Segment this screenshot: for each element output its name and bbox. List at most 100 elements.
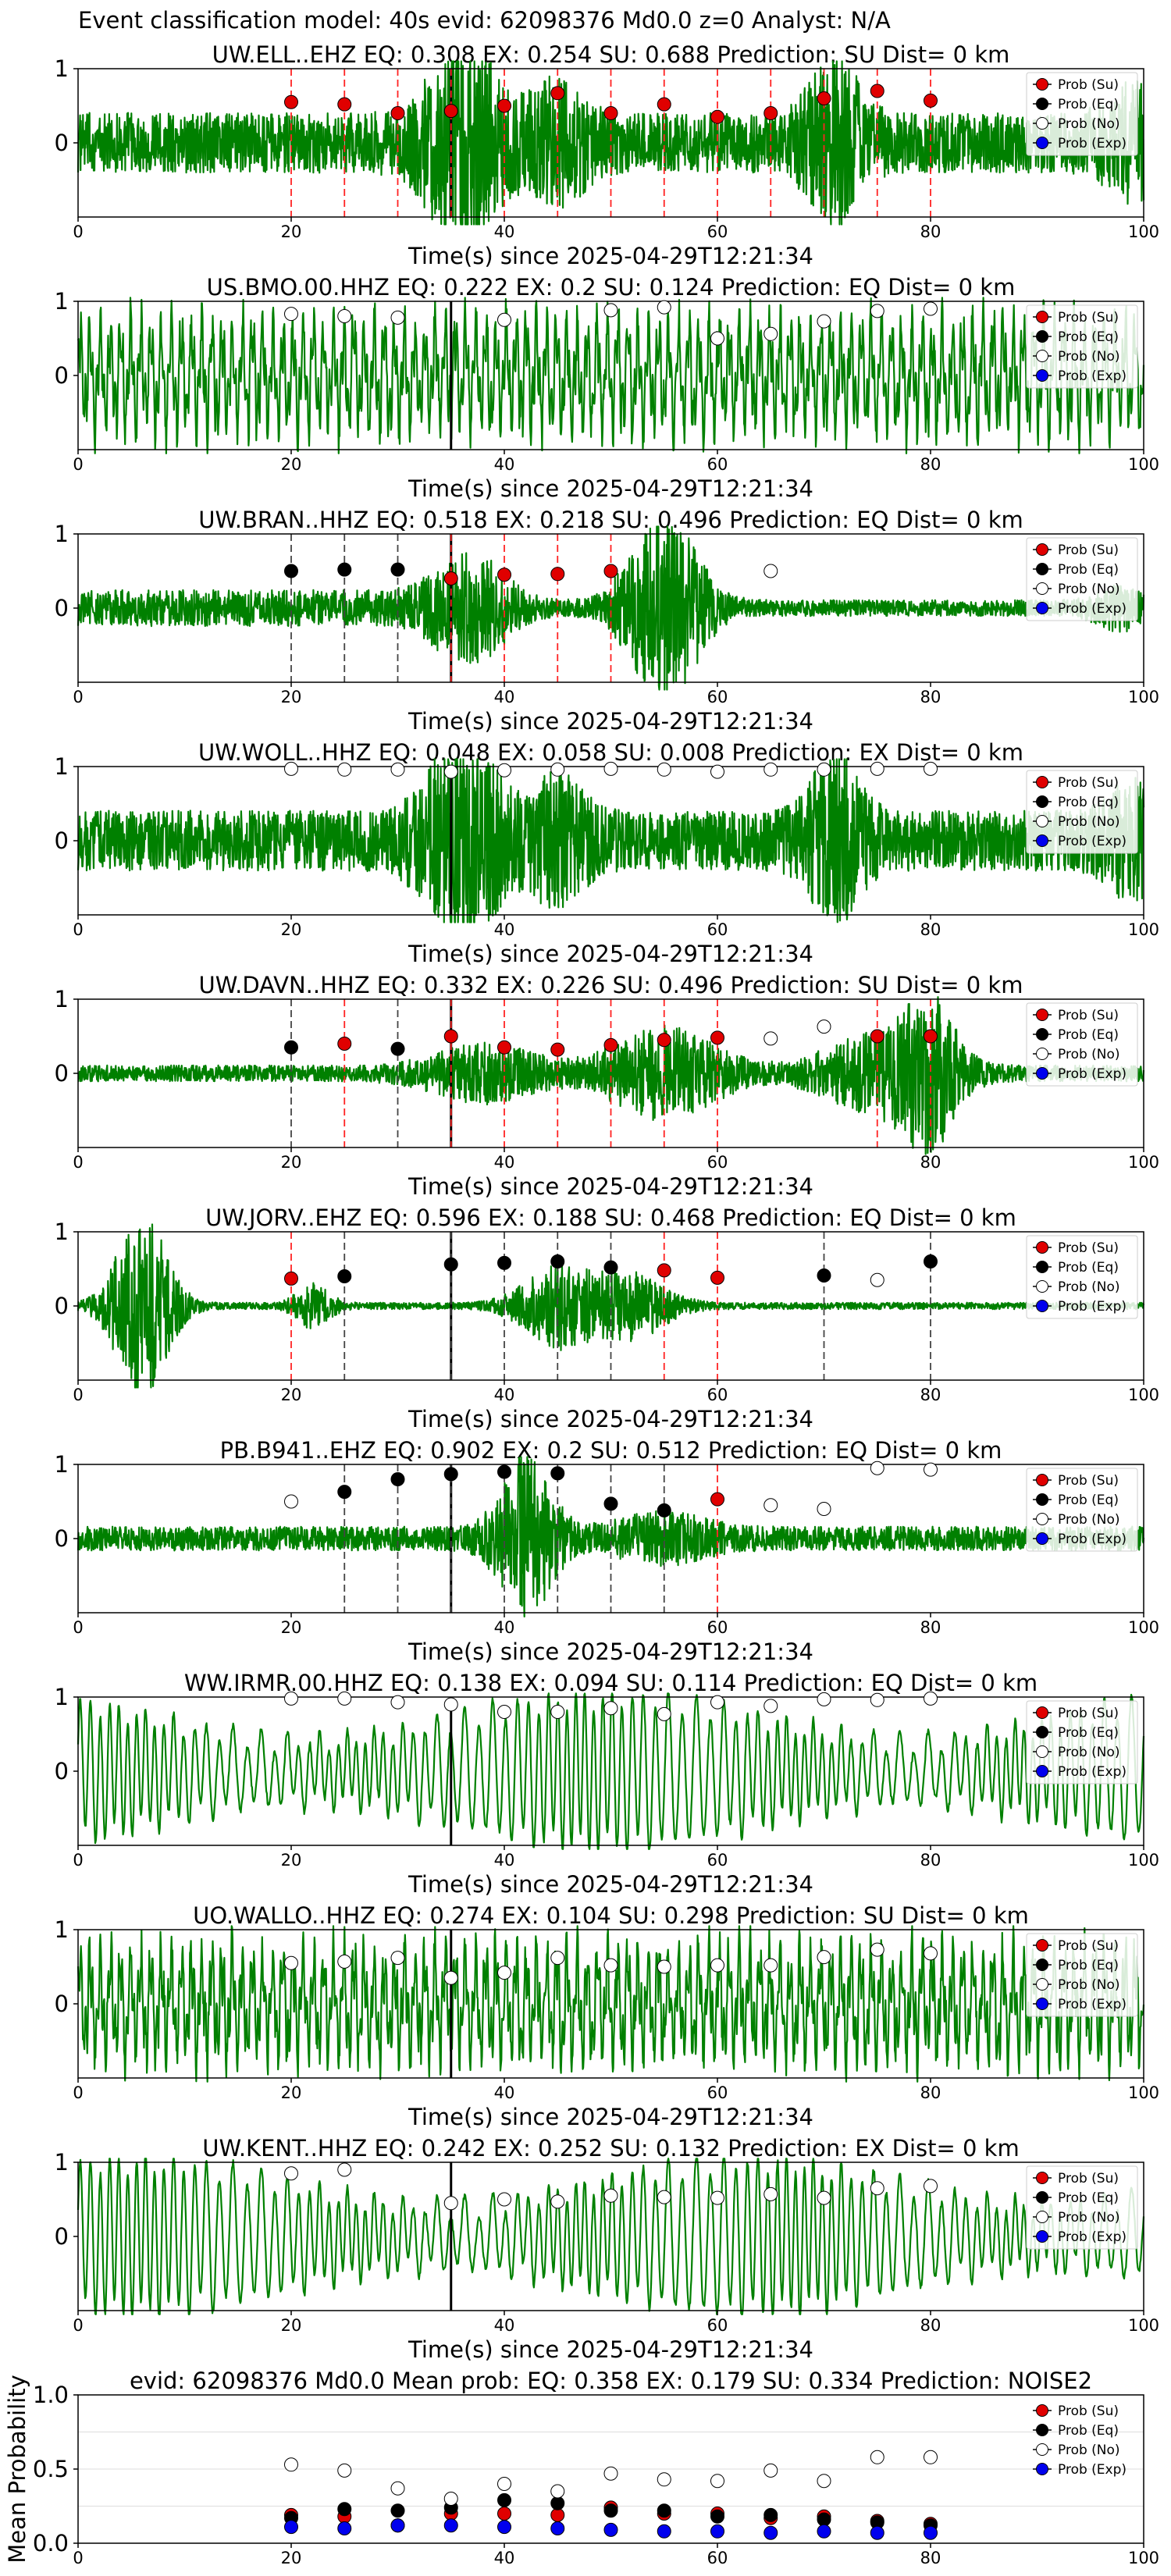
legend-marker bbox=[1036, 1532, 1048, 1545]
prob-point-no bbox=[550, 1951, 565, 1966]
legend-marker bbox=[1036, 1028, 1048, 1041]
prob-point-no bbox=[817, 314, 831, 329]
x-tick-label: 60 bbox=[707, 920, 728, 939]
x-axis-label: Time(s) since 2025-04-29T12:21:34 bbox=[408, 1406, 813, 1432]
legend-label: Prob (No) bbox=[1058, 1279, 1120, 1295]
x-tick-label: 60 bbox=[707, 2549, 728, 2567]
legend-marker bbox=[1036, 1726, 1048, 1738]
y-tick-label: 1 bbox=[55, 1684, 69, 1710]
prob-point-su bbox=[284, 94, 298, 109]
legend-marker bbox=[1036, 1067, 1048, 1080]
legend-label: Prob (Exp) bbox=[1058, 136, 1127, 151]
y-tick-label: 0 bbox=[55, 827, 69, 854]
legend-label: Prob (Su) bbox=[1058, 77, 1119, 93]
mean-prob-point-su bbox=[497, 2507, 511, 2521]
mean-prob-point-exp bbox=[603, 2522, 618, 2537]
x-tick-label: 40 bbox=[494, 1153, 515, 1172]
legend-label: Prob (Exp) bbox=[1058, 1299, 1127, 1315]
legend-marker bbox=[1036, 2404, 1048, 2417]
legend-label: Prob (Exp) bbox=[1058, 1764, 1127, 1780]
mean-prob-point-no bbox=[284, 2457, 298, 2472]
prob-point-su bbox=[710, 109, 724, 124]
x-tick-label: 100 bbox=[1128, 1851, 1159, 1870]
prob-point-no bbox=[870, 1272, 884, 1287]
legend-marker bbox=[1036, 1706, 1048, 1719]
legend-marker bbox=[1036, 2172, 1048, 2184]
x-tick-label: 100 bbox=[1128, 688, 1159, 706]
prob-point-no bbox=[710, 2190, 724, 2205]
y-tick-label: 0 bbox=[55, 1525, 69, 1552]
legend-box bbox=[1026, 304, 1138, 389]
mean-prob-point-eq bbox=[603, 2503, 618, 2518]
legend-label: Prob (Exp) bbox=[1058, 834, 1127, 849]
legend-label: Prob (Su) bbox=[1058, 1706, 1119, 1721]
x-tick-label: 100 bbox=[1128, 2316, 1159, 2335]
legend-marker bbox=[1036, 563, 1048, 575]
prob-point-no bbox=[657, 1706, 671, 1721]
prob-point-no bbox=[657, 1959, 671, 1974]
prob-point-no bbox=[817, 2190, 831, 2205]
mean-prob-point-no bbox=[924, 2450, 938, 2464]
x-tick-label: 100 bbox=[1128, 455, 1159, 474]
chart-panel: US.BMO.00.HHZ EQ: 0.222 EX: 0.2 SU: 0.12… bbox=[55, 274, 1160, 502]
prob-point-no bbox=[550, 762, 565, 777]
legend-marker bbox=[1036, 1009, 1048, 1021]
y-tick-label: 1 bbox=[55, 1451, 69, 1478]
figure-suptitle: Event classification model: 40s evid: 62… bbox=[78, 7, 891, 34]
prob-point-no bbox=[657, 2190, 671, 2204]
prob-point-su bbox=[603, 1037, 618, 1052]
y-tick-label: 0 bbox=[55, 1293, 69, 1319]
y-tick-label: 0 bbox=[55, 1991, 69, 2017]
prob-point-no bbox=[710, 764, 724, 779]
chart-panel: WW.IRMR.00.HHZ EQ: 0.138 EX: 0.094 SU: 0… bbox=[55, 1670, 1160, 1898]
prob-point-su bbox=[550, 86, 565, 101]
prob-point-no bbox=[337, 1954, 352, 1969]
x-tick-label: 20 bbox=[281, 1618, 302, 1637]
prob-point-no bbox=[763, 1498, 778, 1513]
prob-point-no bbox=[337, 2162, 352, 2177]
legend-label: Prob (Eq) bbox=[1058, 2190, 1119, 2206]
prob-point-su bbox=[924, 93, 938, 108]
y-tick-label: 1 bbox=[55, 1916, 69, 1943]
x-tick-label: 60 bbox=[707, 1386, 728, 1404]
legend-label: Prob (Su) bbox=[1058, 543, 1119, 558]
legend-marker bbox=[1036, 602, 1048, 614]
prob-point-eq bbox=[337, 1269, 352, 1283]
prob-point-su bbox=[390, 106, 405, 120]
x-tick-label: 40 bbox=[494, 688, 515, 706]
x-tick-label: 100 bbox=[1128, 222, 1159, 241]
chart-title: UW.WOLL..HHZ EQ: 0.048 EX: 0.058 SU: 0.0… bbox=[198, 739, 1023, 766]
y-tick-label: 1 bbox=[55, 2149, 69, 2176]
x-axis-label: Time(s) since 2025-04-29T12:21:34 bbox=[408, 2104, 813, 2130]
prob-point-no bbox=[817, 1950, 831, 1965]
chart-panel: UW.ELL..EHZ EQ: 0.308 EX: 0.254 SU: 0.68… bbox=[55, 41, 1160, 269]
x-tick-label: 80 bbox=[920, 222, 941, 241]
panels: UW.ELL..EHZ EQ: 0.308 EX: 0.254 SU: 0.68… bbox=[4, 41, 1159, 2567]
prob-point-su bbox=[443, 104, 458, 119]
prob-point-no bbox=[337, 762, 352, 777]
y-tick-label: 1 bbox=[55, 753, 69, 780]
legend-marker bbox=[1036, 1998, 1048, 2010]
mean-prob-point-eq bbox=[657, 2503, 671, 2518]
prob-point-eq bbox=[550, 1466, 565, 1481]
prob-point-no bbox=[284, 761, 298, 776]
legend-box bbox=[1026, 1235, 1138, 1319]
x-axis-label: Time(s) since 2025-04-29T12:21:34 bbox=[408, 1638, 813, 1665]
prob-point-no bbox=[337, 309, 352, 323]
prob-point-no bbox=[870, 1942, 884, 1957]
legend-marker bbox=[1036, 834, 1048, 847]
legend-label: Prob (Su) bbox=[1058, 310, 1119, 326]
legend-label: Prob (Exp) bbox=[1058, 1532, 1127, 1547]
prob-point-no bbox=[924, 2179, 938, 2194]
x-tick-label: 60 bbox=[707, 455, 728, 474]
chart-title: WW.IRMR.00.HHZ EQ: 0.138 EX: 0.094 SU: 0… bbox=[184, 1670, 1038, 1696]
legend-label: Prob (Su) bbox=[1058, 1938, 1119, 1954]
mean-prob-point-no bbox=[390, 2481, 405, 2496]
legend-label: Prob (Eq) bbox=[1058, 1958, 1119, 1973]
x-tick-label: 60 bbox=[707, 1618, 728, 1637]
legend-marker bbox=[1036, 1474, 1048, 1486]
prob-point-no bbox=[870, 1692, 884, 1707]
prob-point-no bbox=[284, 1691, 298, 1706]
x-tick-label: 20 bbox=[281, 2083, 302, 2102]
chart-panel: PB.B941..EHZ EQ: 0.902 EX: 0.2 SU: 0.512… bbox=[55, 1437, 1160, 1665]
